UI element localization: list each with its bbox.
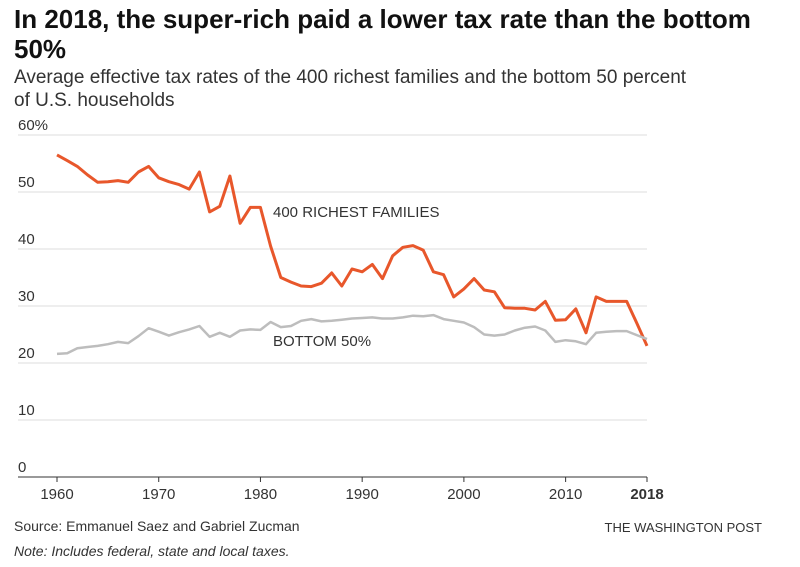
series-line bbox=[56, 313, 648, 356]
note: Note: Includes federal, state and local … bbox=[14, 543, 290, 559]
y-tick-label: 10 bbox=[18, 402, 35, 419]
series-label: 400 RICHEST FAMILIES bbox=[273, 204, 439, 221]
series-line bbox=[56, 153, 649, 347]
x-tick-label: 2000 bbox=[447, 486, 480, 503]
source: Source: Emmanuel Saez and Gabriel Zucman bbox=[14, 518, 300, 534]
chart-title: In 2018, the super-rich paid a lower tax… bbox=[14, 4, 751, 64]
x-tick-label: 1980 bbox=[244, 486, 277, 503]
y-tick-label: 40 bbox=[18, 231, 35, 248]
publisher: THE WASHINGTON POST bbox=[604, 520, 762, 535]
x-tick-label: 2010 bbox=[549, 486, 582, 503]
x-tick-label: 1990 bbox=[345, 486, 378, 503]
x-tick-label: 1970 bbox=[142, 486, 175, 503]
x-tick-label: 2018 bbox=[630, 486, 663, 503]
chart: 0 10 20 30 40 50 60% 1960 1970 1980 1990 2000 2010 20… bbox=[18, 120, 664, 503]
y-tick-label: 60% bbox=[18, 120, 48, 134]
y-tick-label: 0 bbox=[18, 459, 26, 476]
y-tick-label: 20 bbox=[18, 345, 35, 362]
chart-subtitle: Average effective tax rates of the 400 r… bbox=[14, 67, 687, 111]
x-tick-label: 1960 bbox=[40, 486, 73, 503]
series-label: BOTTOM 50% bbox=[273, 333, 371, 350]
y-tick-label: 50 bbox=[18, 174, 35, 191]
y-tick-label: 30 bbox=[18, 288, 35, 305]
